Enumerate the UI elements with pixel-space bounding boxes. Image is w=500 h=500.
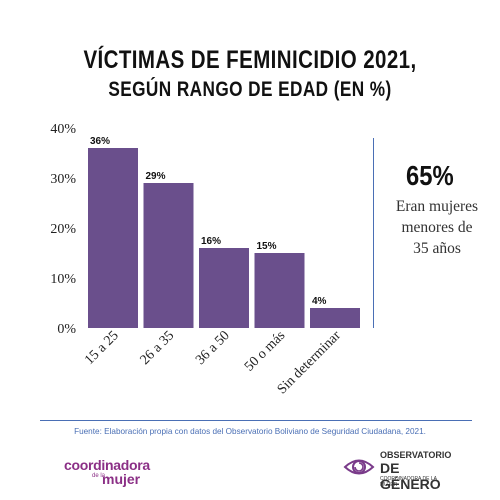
callout-line-2: menores de [401, 219, 473, 236]
logo-right-line-1: OBSERVATORIO [380, 450, 452, 460]
bar-value-label: 16% [201, 236, 221, 247]
callout-line-1: Eran mujeres [395, 198, 479, 215]
chart-title: VÍCTIMAS DE FEMINICIDIO 2021, [83, 46, 417, 74]
x-tick-label: 50 o más [242, 328, 288, 374]
logo-left-line-2: de la [92, 473, 106, 479]
bar-chart: 0% 10% 20% 30% 40% 36% 15 a 25 29% 26 a 35 16% 36 … [50, 122, 360, 397]
x-tick-label: 36 a 50 [193, 328, 233, 368]
bar-sin-determinar [310, 308, 360, 328]
bar-36-a-50 [199, 248, 249, 328]
footer-divider [40, 420, 472, 421]
y-tick-label: 10% [50, 272, 76, 287]
bar-value-label: 4% [312, 296, 327, 307]
callout-line-3: 35 años [413, 240, 461, 257]
bar-50-o-más [254, 253, 305, 328]
eye-icon [343, 459, 375, 475]
observatorio-logo: OBSERVATORIO DE GÉNERO COORDINADORA DE L… [342, 448, 452, 492]
chart-subtitle: SEGÚN RANGO DE EDAD (EN %) [108, 78, 392, 101]
logo-left-line-1: coordinadora [64, 457, 150, 473]
bar-15-a-25 [88, 148, 138, 328]
y-tick-label: 20% [50, 222, 76, 237]
callout-text: Eran mujeres menores de 35 años [377, 196, 497, 259]
callout-divider [373, 138, 374, 328]
logo-right-line-2: DE GÉNERO [380, 460, 441, 492]
callout-value: 65% [406, 160, 454, 191]
logo-right-line-3: COORDINADORA DE LA MUJER [380, 476, 437, 488]
y-tick-label: 0% [57, 322, 76, 337]
x-tick-label: 15 a 25 [82, 328, 122, 368]
bar-value-label: 36% [90, 136, 110, 147]
logo-left-line-3: mujer [102, 471, 141, 487]
source-note: Fuente: Elaboración propia con datos del… [74, 427, 426, 436]
x-tick-label: 26 a 35 [138, 328, 178, 368]
coordinadora-logo: coordinadora de la mujer [64, 455, 174, 495]
y-tick-label: 40% [50, 122, 76, 137]
bar-value-label: 15% [257, 241, 277, 252]
y-tick-label: 30% [50, 172, 76, 187]
bar-26-a-35 [143, 183, 194, 328]
bar-value-label: 29% [146, 171, 166, 182]
